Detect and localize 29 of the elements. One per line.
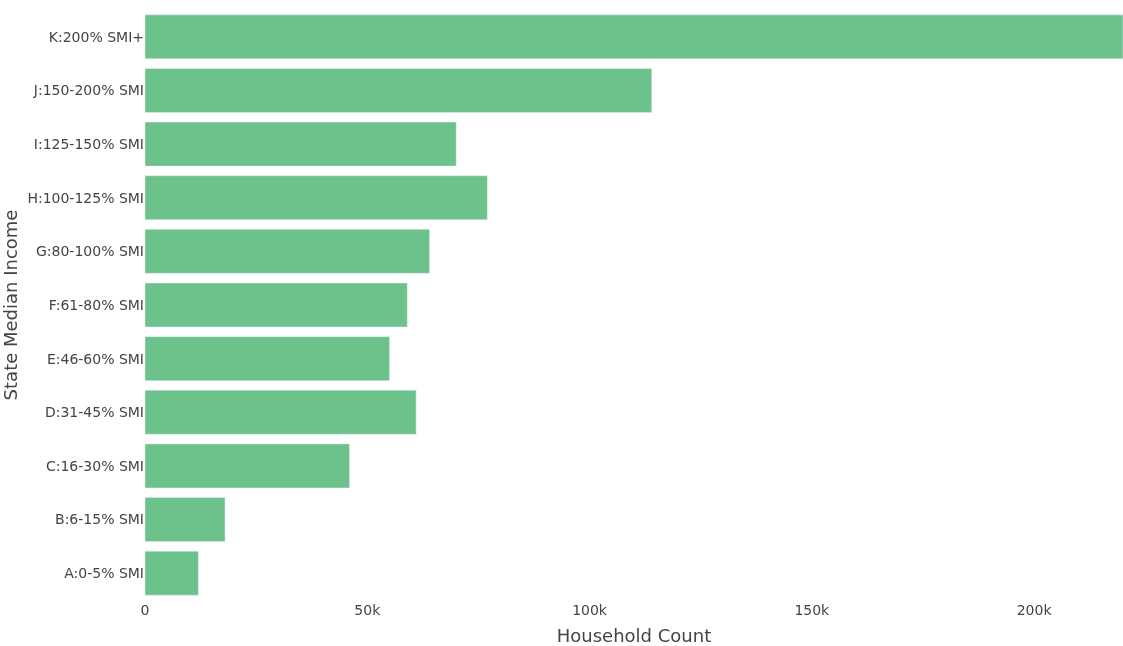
- bar: [145, 14, 1123, 60]
- x-tick-label: 100k: [572, 602, 608, 618]
- x-axis-title: Household Count: [556, 625, 712, 646]
- bar: [145, 68, 653, 113]
- y-tick-label: C:16-30% SMI: [45, 457, 144, 474]
- bar: [145, 497, 226, 542]
- y-tick-label: E:46-60% SMI: [46, 350, 144, 367]
- y-tick-label: I:125-150% SMI: [33, 135, 144, 152]
- bar: [145, 229, 430, 274]
- x-tick-label: 150k: [794, 602, 831, 618]
- y-tick-label: D:31-45% SMI: [44, 404, 144, 421]
- bar: [145, 390, 417, 435]
- x-tick-label: 0: [140, 602, 150, 618]
- y-tick-label: B:6-15% SMI: [55, 511, 144, 528]
- y-tick-label: K:200% SMI+: [48, 28, 144, 45]
- bar: [145, 175, 488, 220]
- y-tick-label: H:100-125% SMI: [27, 189, 144, 206]
- x-tick-label: 50k: [354, 602, 382, 618]
- bar: [145, 282, 408, 328]
- bar: [145, 121, 457, 167]
- y-tick-label: F:61-80% SMI: [48, 296, 144, 313]
- y-tick-label: A:0-5% SMI: [64, 565, 144, 582]
- x-tick-label: 200k: [1016, 602, 1053, 618]
- bar: [145, 443, 350, 489]
- y-tick-label: J:150-200% SMI: [32, 82, 144, 99]
- y-axis-title: State Median Income: [0, 209, 21, 401]
- bar: [145, 550, 199, 596]
- bar: [145, 336, 390, 381]
- y-tick-label: G:80-100% SMI: [35, 243, 144, 260]
